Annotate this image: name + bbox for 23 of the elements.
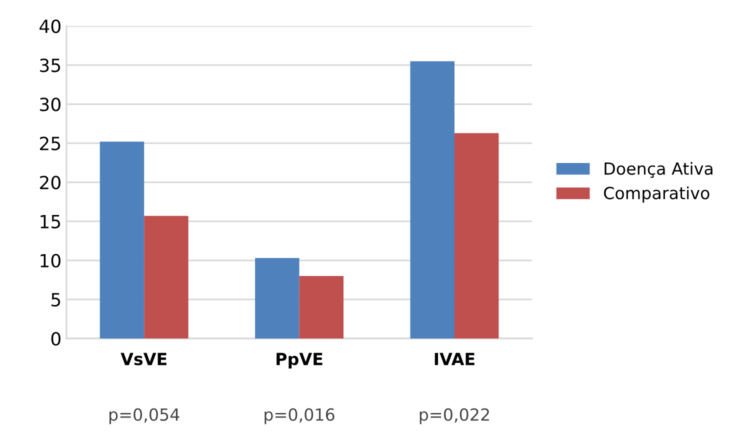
- bar: [144, 216, 188, 339]
- y-tick-label: 35: [40, 58, 60, 72]
- y-tick-label: 15: [40, 215, 60, 228]
- legend-label: Doença Ativa: [604, 162, 712, 178]
- bar: [255, 258, 300, 339]
- x-tick-label: PpVE: [276, 352, 322, 369]
- text: p=0,016: [264, 408, 334, 424]
- legend-label: Comparativo: [604, 186, 710, 203]
- y-tick-label: 0: [51, 332, 60, 346]
- y-tick-label: 25: [40, 136, 60, 150]
- x-tick-label: VsVE: [120, 352, 166, 366]
- text: p=0,054: [109, 408, 180, 424]
- y-tick-label: 30: [40, 98, 60, 112]
- x-tick-label: IVAE: [434, 352, 474, 366]
- y-tick-label: 10: [40, 254, 60, 268]
- bar: [454, 133, 499, 339]
- y-tick-label: 40: [40, 20, 60, 34]
- bar: [299, 276, 344, 339]
- bar: [410, 61, 454, 339]
- text: p=0,022: [420, 408, 489, 424]
- y-tick-label: 5: [52, 293, 60, 307]
- y-tick-label: 20: [40, 176, 60, 190]
- bar: [100, 142, 144, 339]
